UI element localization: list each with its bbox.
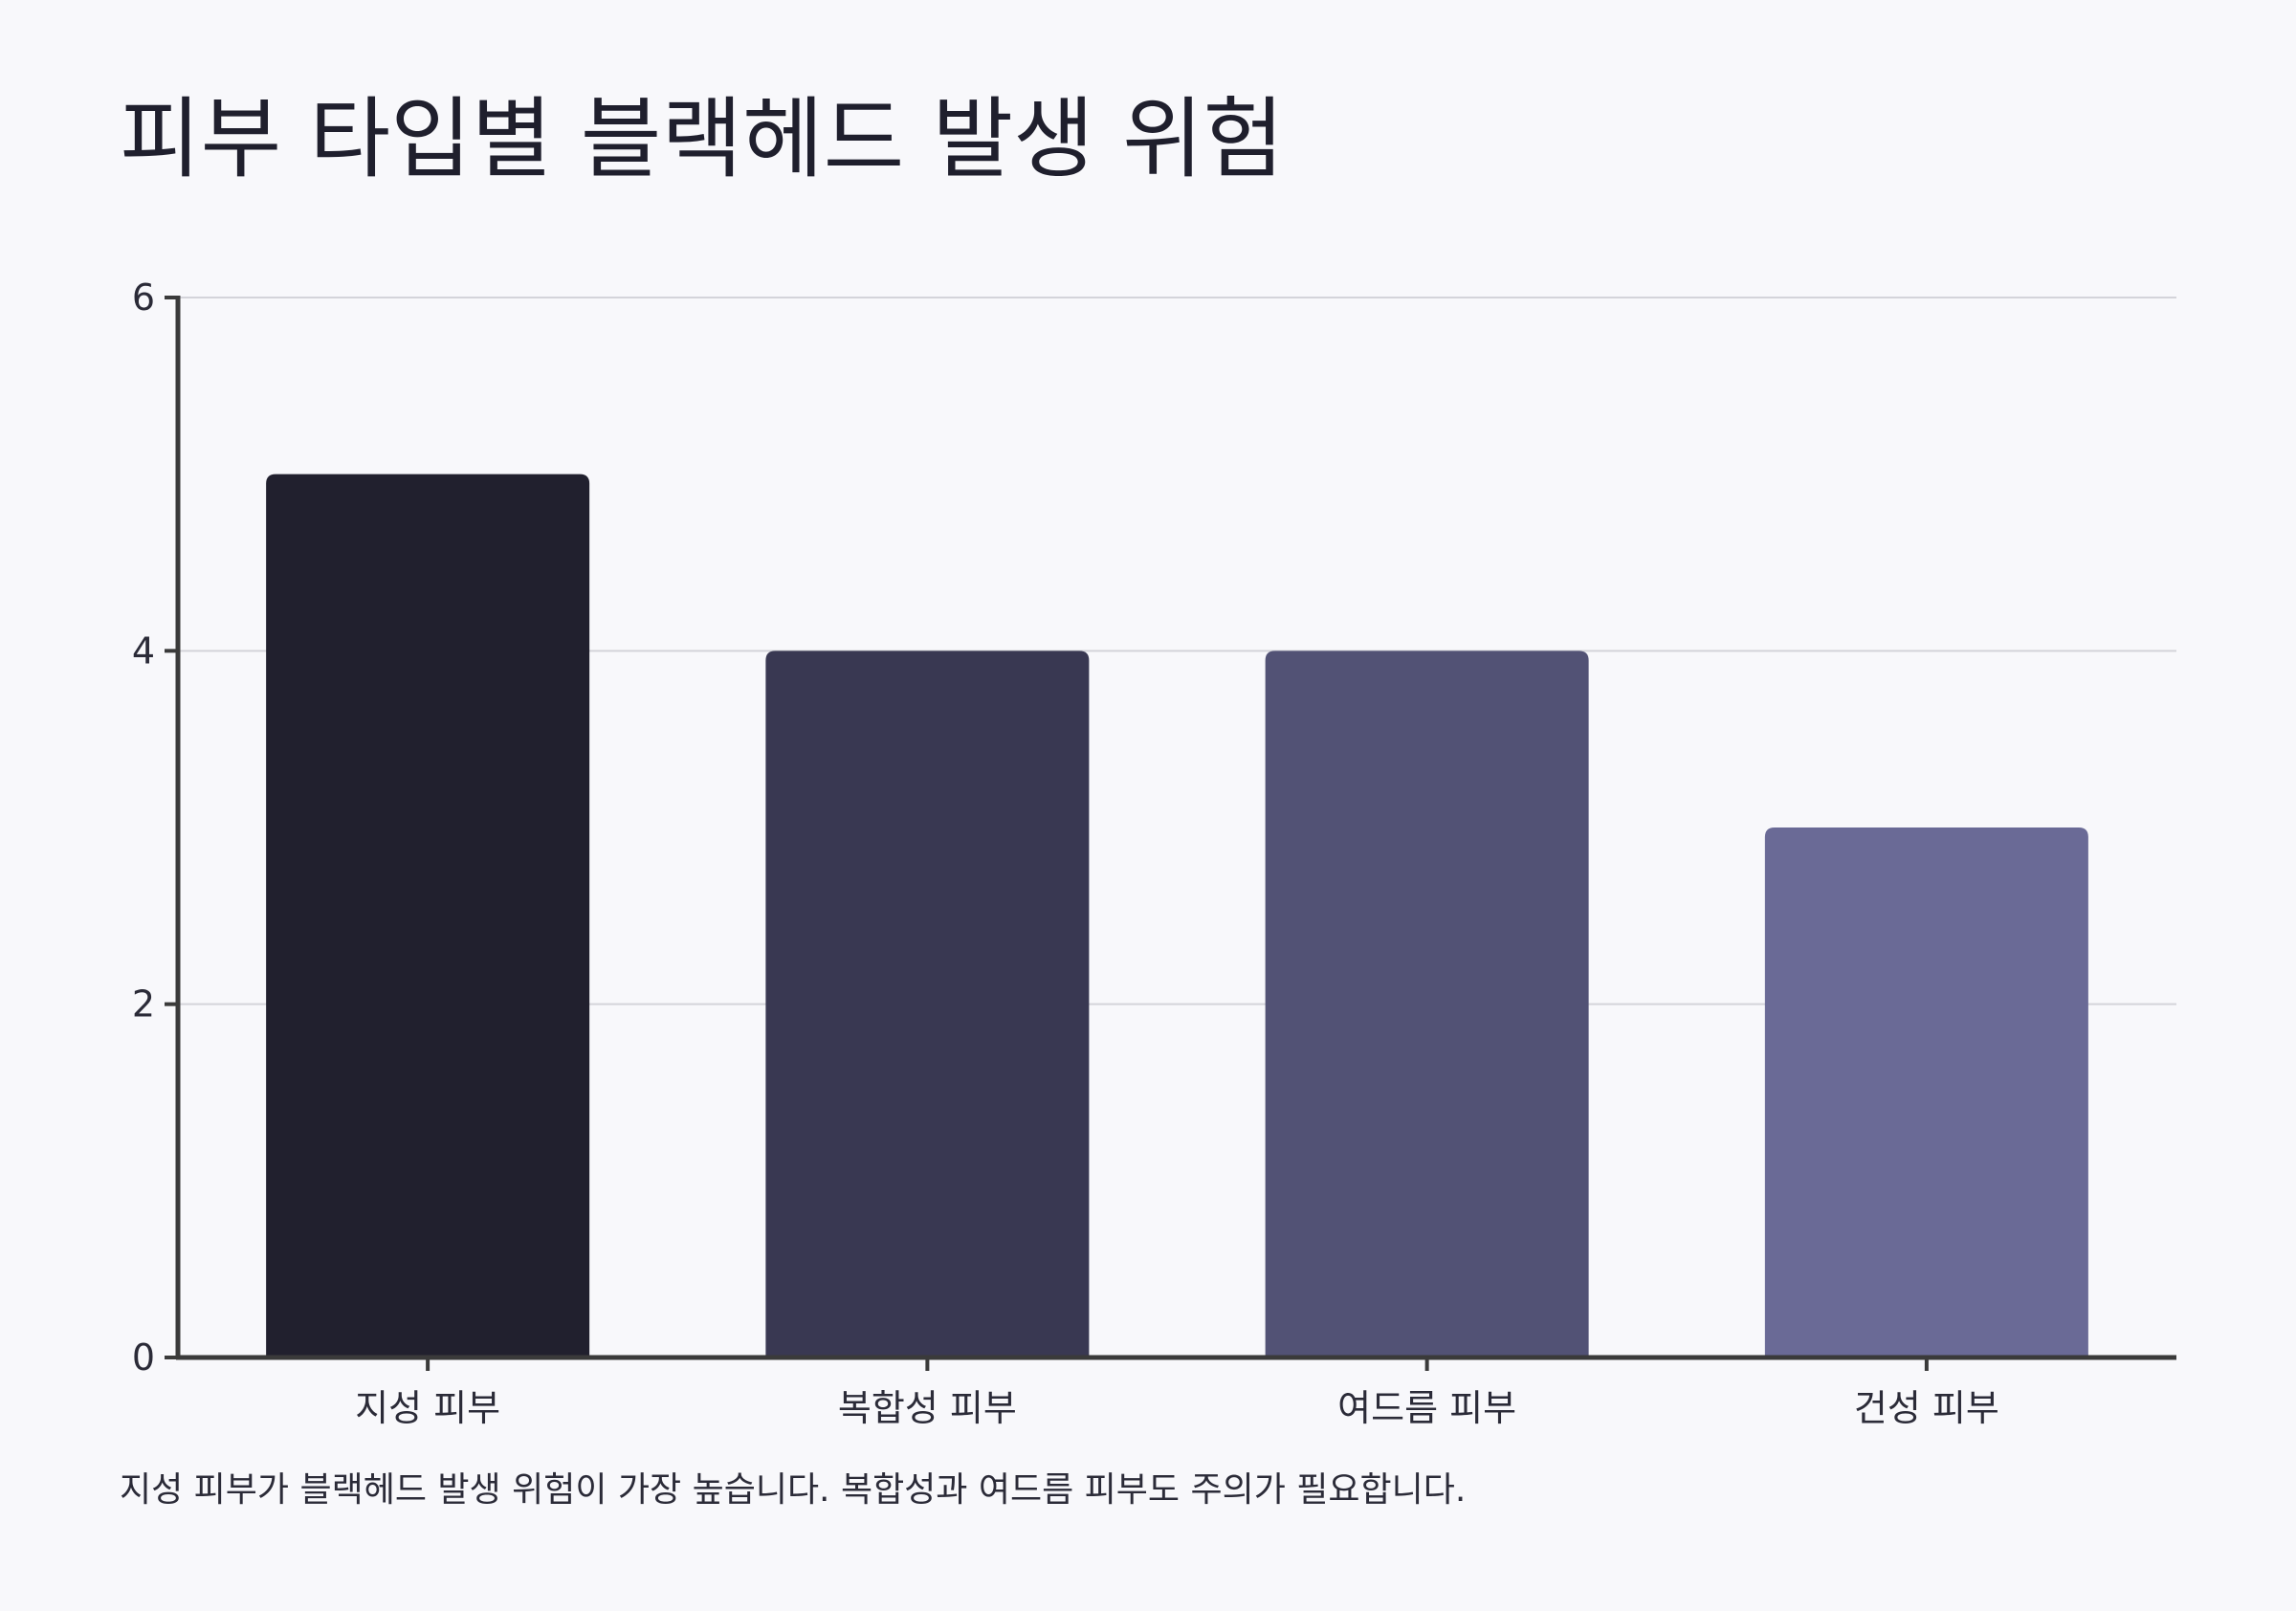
bar-3 bbox=[1265, 651, 1589, 1357]
y-tick-label: 2 bbox=[132, 983, 155, 1026]
bars bbox=[266, 474, 2088, 1358]
bar-4 bbox=[1764, 828, 2088, 1357]
chart-title: 피부 타입별 블랙헤드 발생 위험 bbox=[120, 88, 1285, 190]
tick-labels: 0 2 4 6 지성 피부 복합성 피부 여드름 피부 건성 피부 bbox=[132, 276, 1999, 1429]
x-tick-label: 건성 피부 bbox=[1854, 1387, 1999, 1429]
axes bbox=[165, 296, 2176, 1371]
bar-1 bbox=[266, 474, 590, 1358]
chart-footnote: 지성 피부가 블랙헤드 발생 위험이 가장 높습니다. 복합성과 여드름 피부도… bbox=[120, 1470, 1467, 1510]
y-tick-label: 0 bbox=[132, 1336, 155, 1379]
x-tick-label: 지성 피부 bbox=[355, 1387, 500, 1429]
bar-2 bbox=[765, 651, 1090, 1357]
x-tick-label: 여드름 피부 bbox=[1337, 1387, 1516, 1429]
y-tick-label: 6 bbox=[132, 276, 155, 319]
x-tick-label: 복합성 피부 bbox=[838, 1387, 1017, 1429]
y-tick-label: 4 bbox=[132, 629, 155, 672]
